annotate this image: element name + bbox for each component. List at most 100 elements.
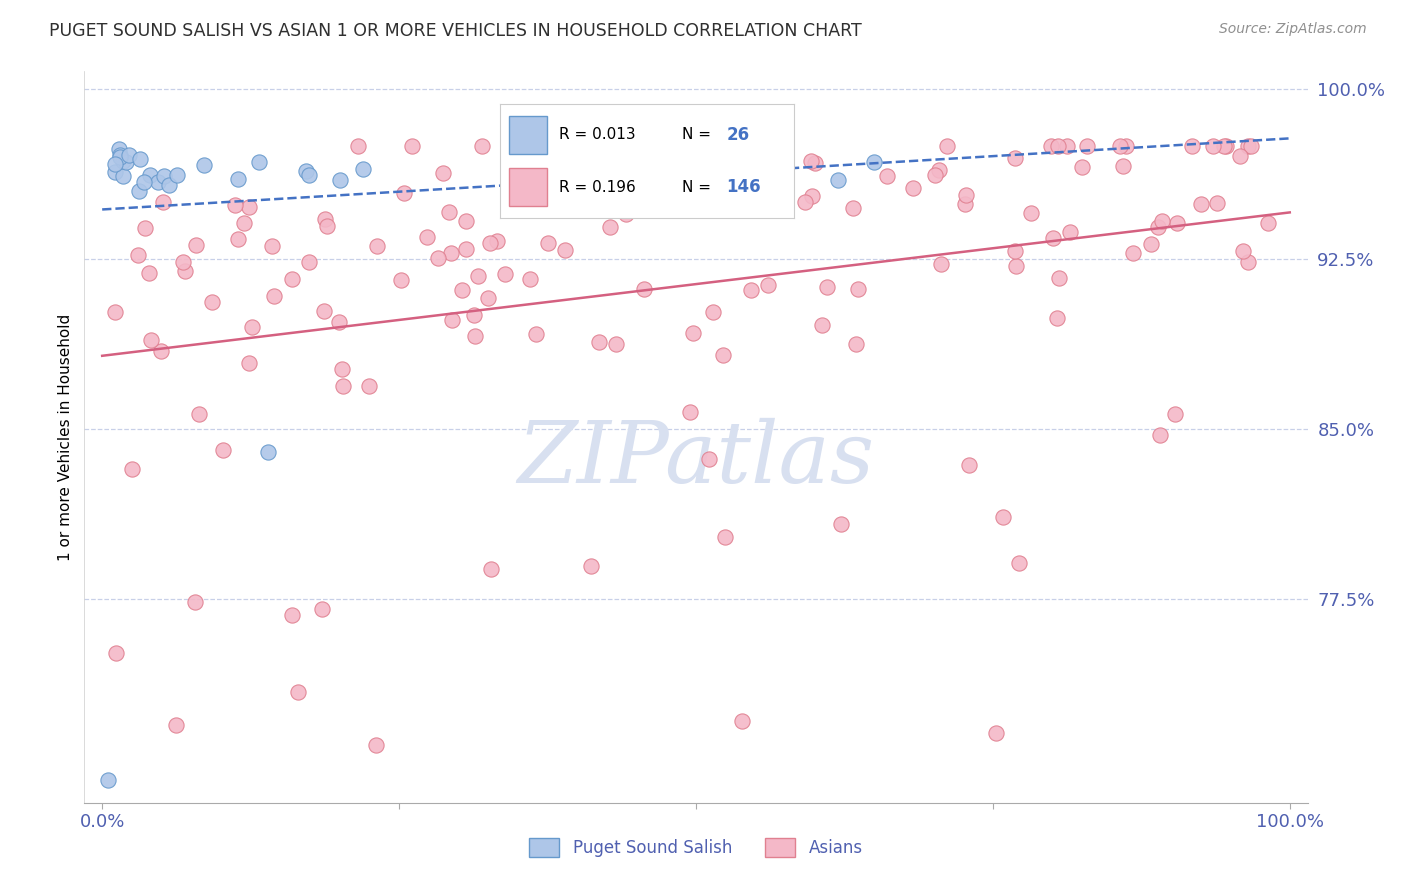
Point — [588, 335, 610, 350]
Point — [439, 246, 461, 260]
Point — [366, 239, 388, 253]
Point — [709, 176, 731, 190]
Point — [173, 264, 195, 278]
Point — [479, 562, 502, 576]
Point — [463, 309, 485, 323]
Point — [166, 169, 188, 183]
Point — [172, 255, 194, 269]
Point — [876, 169, 898, 183]
Point — [416, 230, 439, 244]
Point — [804, 155, 827, 169]
Point — [226, 172, 249, 186]
Point — [295, 164, 318, 178]
Point — [330, 362, 353, 376]
Point — [456, 213, 478, 227]
Point — [329, 173, 352, 187]
Point — [352, 161, 374, 176]
Point — [830, 516, 852, 531]
Point — [842, 201, 865, 215]
Point — [150, 344, 173, 359]
Point — [1232, 244, 1254, 259]
Point — [1257, 216, 1279, 230]
Point — [477, 291, 499, 305]
Point — [1047, 139, 1070, 153]
Point — [682, 326, 704, 341]
Point — [193, 158, 215, 172]
Point — [280, 608, 302, 623]
Point — [141, 333, 163, 347]
Point — [471, 139, 494, 153]
Point — [845, 337, 868, 351]
Text: Source: ZipAtlas.com: Source: ZipAtlas.com — [1219, 22, 1367, 37]
Point — [1146, 219, 1168, 234]
Point — [359, 379, 381, 393]
Point — [464, 329, 486, 343]
Point — [389, 273, 412, 287]
Point — [312, 304, 335, 318]
Point — [454, 243, 477, 257]
Point — [599, 220, 621, 235]
Point — [247, 154, 270, 169]
Point — [1071, 160, 1094, 174]
Point — [257, 445, 280, 459]
Point — [707, 139, 730, 153]
Point — [112, 154, 135, 169]
Point — [224, 198, 246, 212]
Point — [132, 175, 155, 189]
Point — [928, 162, 950, 177]
Point — [800, 189, 823, 203]
Point — [311, 602, 333, 616]
Point — [702, 304, 724, 318]
Point — [262, 239, 284, 253]
Point — [153, 169, 176, 183]
Point — [863, 155, 886, 169]
Point — [1166, 216, 1188, 230]
Point — [187, 407, 209, 421]
Point — [297, 254, 319, 268]
Point — [678, 189, 700, 203]
Point — [1122, 246, 1144, 260]
Point — [233, 216, 256, 230]
Point — [201, 294, 224, 309]
Point — [1004, 152, 1026, 166]
Point — [118, 148, 141, 162]
Point — [953, 197, 976, 211]
Point — [714, 530, 737, 544]
Point — [437, 204, 460, 219]
Point — [524, 326, 547, 341]
Point — [811, 318, 834, 332]
Point — [401, 139, 423, 153]
Point — [157, 178, 180, 192]
Point — [432, 166, 454, 180]
Point — [679, 405, 702, 419]
Point — [846, 282, 869, 296]
Point — [1004, 244, 1026, 258]
Point — [731, 714, 754, 728]
Point — [652, 188, 675, 202]
Point — [486, 234, 509, 248]
Point — [735, 139, 758, 153]
Point — [104, 157, 127, 171]
Point — [240, 319, 263, 334]
Point — [1150, 214, 1173, 228]
Point — [316, 219, 339, 233]
Point — [280, 271, 302, 285]
Point — [800, 153, 823, 168]
Point — [1189, 197, 1212, 211]
Point — [711, 348, 734, 362]
Point — [579, 559, 602, 574]
Point — [1040, 139, 1063, 153]
Point — [128, 152, 150, 166]
Point — [1019, 206, 1042, 220]
Point — [1237, 255, 1260, 269]
Point — [287, 685, 309, 699]
Y-axis label: 1 or more Vehicles in Household: 1 or more Vehicles in Household — [58, 313, 73, 561]
Point — [134, 221, 156, 235]
Point — [314, 211, 336, 226]
Point — [108, 142, 131, 156]
Point — [1046, 310, 1069, 325]
Point — [450, 283, 472, 297]
Point — [97, 773, 120, 788]
Point — [108, 150, 131, 164]
Point — [1112, 160, 1135, 174]
